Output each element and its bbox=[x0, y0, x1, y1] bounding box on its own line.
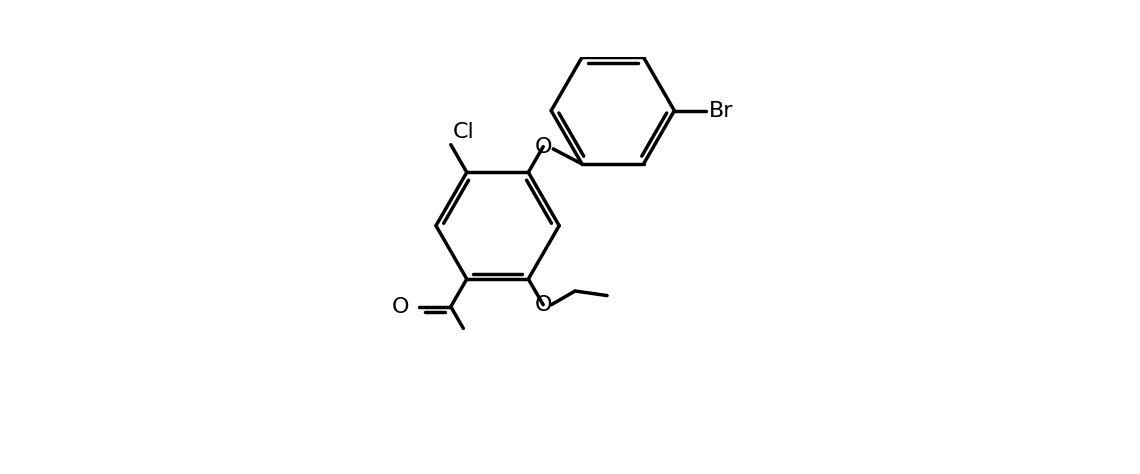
Text: Br: Br bbox=[709, 100, 733, 121]
Text: O: O bbox=[391, 297, 409, 317]
Text: O: O bbox=[535, 295, 552, 315]
Text: Cl: Cl bbox=[453, 122, 475, 142]
Text: O: O bbox=[535, 137, 552, 157]
